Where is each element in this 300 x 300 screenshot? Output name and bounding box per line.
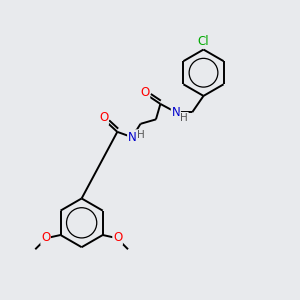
Text: H: H [136,130,144,140]
Text: O: O [140,86,150,99]
Text: N: N [128,131,136,144]
Text: N: N [172,106,180,119]
Text: O: O [113,232,122,244]
Text: O: O [99,111,108,124]
Text: H: H [180,112,188,123]
Text: O: O [41,232,50,244]
Text: Cl: Cl [198,35,209,48]
